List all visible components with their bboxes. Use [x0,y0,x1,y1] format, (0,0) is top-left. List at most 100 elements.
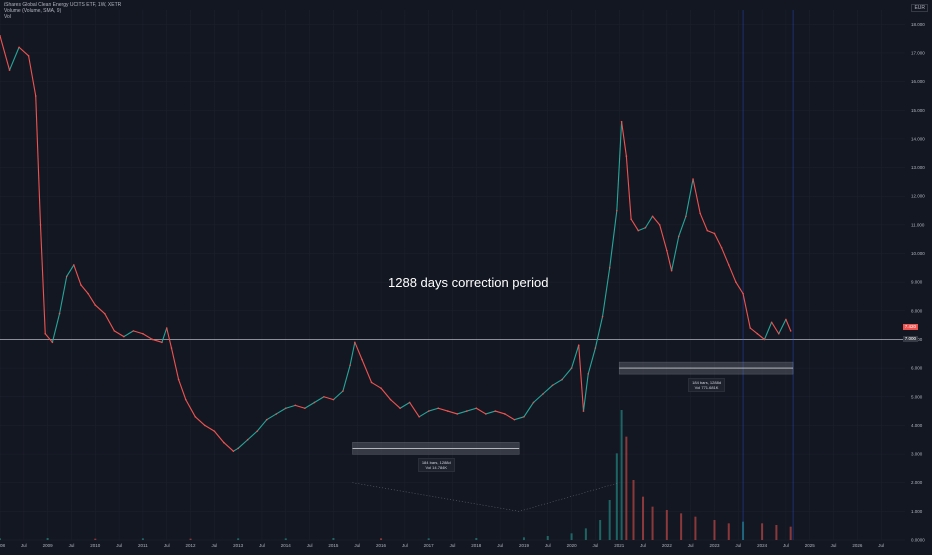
price-segment [778,319,787,334]
last-price-tag: 7.420 [902,324,918,331]
price-segment [742,293,751,329]
y-tick-label: 12.000 [911,194,925,199]
price-point [601,315,604,318]
price-point [194,416,197,418]
price-segment [609,210,618,268]
volume-bar [789,526,792,540]
x-tick-label: 2016 [376,543,387,548]
volume-bar [665,510,668,540]
price-segment [756,333,765,340]
price-point [113,330,116,332]
x-tick-label: Jul [640,543,646,548]
price-segment [94,304,106,315]
dotted-trend-line [352,482,620,512]
price-point [625,155,628,157]
x-tick-label: 2013 [233,543,244,548]
volume-bar [0,538,1,540]
volume-bar [380,538,383,540]
price-point [284,407,287,410]
price-point [170,347,173,349]
x-tick-label: 2014 [281,543,292,548]
price-segment [142,333,153,340]
price-point [34,95,37,97]
price-segment [114,330,125,338]
price-point [446,410,449,412]
price-segment [692,178,701,214]
price-point [65,275,68,278]
price-point [8,69,11,71]
volume-bar [94,538,97,540]
price-segment [533,393,544,403]
price-segment [39,224,46,334]
price-point [523,416,525,418]
price-point [349,364,351,367]
price-point [630,218,632,220]
price-point [677,235,680,238]
price-point [332,398,335,401]
price-segment [152,338,163,343]
price-point [735,281,737,283]
price-segment [275,407,287,415]
price-point [51,341,54,344]
price-point [204,424,206,427]
price-point [370,381,373,384]
x-tick-label: 2015 [328,543,339,548]
price-segment [418,410,429,418]
correction-annotation[interactable]: 1288 days correction period [388,275,549,290]
price-point [18,46,20,49]
x-tick-label: 2018 [471,543,482,548]
price-segment [625,156,632,220]
x-tick-label: 2011 [138,543,148,548]
price-point [223,441,225,444]
x-tick-label: Jul [21,543,27,548]
x-tick-label: Jul [307,543,313,548]
volume-bar [570,533,573,540]
price-segment [638,227,646,232]
x-tick-label: Jul [688,543,694,548]
y-tick-label: 2.000 [911,480,923,485]
price-point [437,407,440,410]
price-segment [678,216,687,237]
x-tick-label: Jul [402,543,408,548]
price-segment [630,218,639,231]
volume-bar [475,538,478,540]
price-point [644,226,647,229]
price-point [637,229,640,232]
price-point [620,120,623,123]
price-segment [621,121,627,157]
price-point [713,232,716,235]
currency-button[interactable]: EUR [911,4,928,12]
price-point [494,410,497,412]
price-point [184,398,187,401]
price-point [692,178,694,180]
volume-indicator-label[interactable]: Volume (Volume, SMA, 9) [4,8,62,14]
price-segment [707,230,715,234]
y-tick-label: 6.000 [911,366,923,371]
price-point [763,338,766,341]
price-segment [361,359,373,383]
price-point [80,284,82,286]
volume-bar [642,496,645,540]
price-segment [104,313,115,332]
y-tick-label: 8.000 [911,308,923,313]
price-point [361,358,363,361]
price-segment [542,384,553,395]
volume-bar [775,525,778,540]
crosshair-price-tag: 7.000 [902,336,918,343]
price-point [685,215,687,218]
price-segment [671,236,680,271]
measure-1-vol: Vol 14.784K [425,465,448,471]
price-point [418,416,420,418]
volume-bar [546,536,549,540]
price-segment [161,327,168,343]
price-point [699,212,701,215]
price-segment [247,430,258,441]
price-segment [749,327,758,335]
y-tick-label: 15.000 [911,108,925,113]
price-segment [237,439,249,449]
price-segment [699,213,708,231]
price-segment [123,330,134,338]
volume-bar [46,538,49,540]
